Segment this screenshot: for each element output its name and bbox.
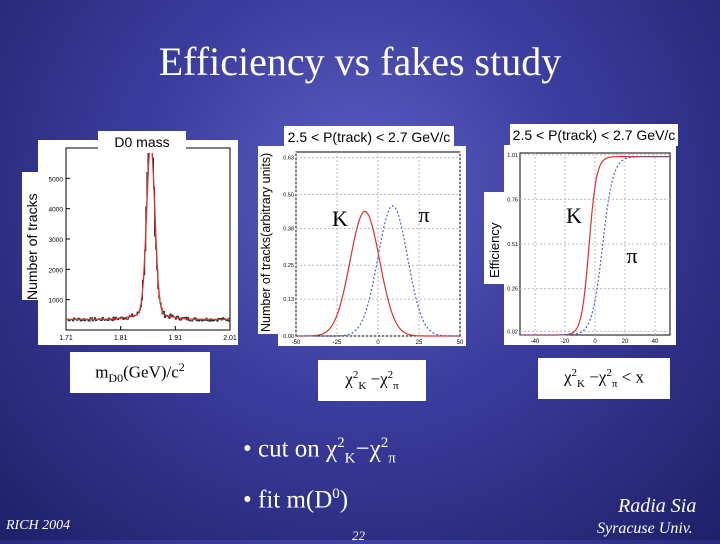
slide-title: Efficiency vs fakes study (158, 39, 562, 84)
chart3-xtick-label: 20 (622, 339, 629, 345)
chart2-ylabel: Number of tracks(arbitrary units) (259, 152, 273, 332)
chart2-series-pi (296, 205, 460, 337)
chart3-annotation-k: K (566, 203, 582, 228)
chart2-annotation-pi: π (418, 202, 429, 227)
footer-author: Radia Sia (618, 495, 697, 517)
chart2-ytick-label: 0.13 (283, 297, 294, 303)
footer-affiliation: Syracuse Univ. (597, 520, 693, 537)
chart1-xtick-label: 1.91 (169, 335, 183, 342)
chart1-svg: 1000 2000 3000 4000 5000 1.71 1.81 1.91 2.01 (49, 140, 237, 342)
chart3-ytick-label: 0.26 (507, 287, 518, 293)
chart3-ytick-label: 0.51 (507, 242, 518, 248)
chart3-ytick-label: 0.76 (507, 197, 518, 203)
chart2-ytick-label: 0.63 (283, 156, 294, 162)
chart2-xlabel: χ2K −χ2π (318, 360, 426, 402)
bullet-list: • cut on χ2K−χ2π • fit m(D0) (243, 425, 396, 519)
chart2-series-k (296, 210, 460, 337)
chart3-svg: 0.02 0.26 0.51 0.76 1.01 -40 -20 0 20 40 Kπ (507, 152, 671, 345)
chart3-xlabel: χ2K −χ2π < x (538, 358, 670, 400)
chart1-xtick-label: 1.71 (59, 335, 73, 342)
chart2-ytick-label: 0.00 (283, 334, 294, 340)
chart1-title: D0 mass (98, 131, 186, 153)
chart1-xtick-label: 2.01 (223, 335, 237, 342)
chart1-panel: 1000 2000 3000 4000 5000 1.71 1.81 1.91 2.01 (38, 140, 238, 345)
chart2-xtick-label: 50 (457, 340, 464, 346)
chart3-series-pi (520, 156, 670, 336)
chart3-ylabel-box: Efficiency (484, 192, 504, 284)
chart2-xtick-label: 0 (376, 340, 380, 346)
chart2-xtick-label: -50 (292, 340, 301, 346)
chart2-ylabel-box: Number of tracks(arbitrary units) (258, 146, 278, 334)
chart2-svg: 0.00 0.13 0.25 0.38 0.50 0.63 -50 -25 0 25 50 K π (283, 151, 464, 346)
bullet-fit: • fit m(D0) (243, 486, 349, 514)
chart2-title: 2.5 < P(track) < 2.7 GeV/c (284, 126, 454, 148)
chart3-xtick-label: 40 (652, 339, 659, 345)
chart3-ytick-label: 1.01 (507, 153, 518, 159)
chart1-ylabel-box: Number of tracks (22, 172, 42, 300)
chart3-ytick-label: 0.02 (507, 329, 518, 335)
chart1-fit-curve (66, 141, 230, 321)
chart3-ylabel: Efficiency (487, 222, 502, 278)
chart1-ytick-label: 3000 (49, 237, 64, 244)
chart1-xtick-label: 1.81 (114, 335, 128, 342)
chart2-annotation-k: K (332, 206, 348, 231)
chart2-ytick-label: 0.25 (283, 263, 294, 269)
footer-page-number: 22 (352, 528, 365, 543)
chart3-xtick-label: 0 (593, 339, 597, 345)
chart2-ytick-label: 0.38 (283, 226, 294, 232)
bullet-cut: • cut on χ2K−χ2π (243, 435, 396, 467)
footer-conference: RICH 2004 (6, 518, 71, 533)
chart3-title: 2.5 < P(track) < 2.7 GeV/c (510, 124, 678, 146)
chart1-ytick-label: 4000 (49, 207, 64, 214)
chart1-ytick-label: 2000 (49, 267, 64, 274)
chart2-xtick-label: 25 (416, 340, 423, 346)
chart1-ytick-label: 5000 (49, 176, 64, 183)
chart3-annotation-pi: π (626, 243, 637, 268)
chart2-xtick-label: -25 (333, 340, 342, 346)
chart1-ytick-label: 1000 (49, 298, 64, 305)
chart3-xtick-label: -40 (531, 339, 540, 345)
chart1-xlabel: mD0(GeV)/c2 (70, 352, 210, 394)
chart2-ytick-label: 0.50 (283, 192, 294, 198)
chart3-frame (519, 152, 671, 336)
chart3-xtick-label: -20 (561, 339, 570, 345)
